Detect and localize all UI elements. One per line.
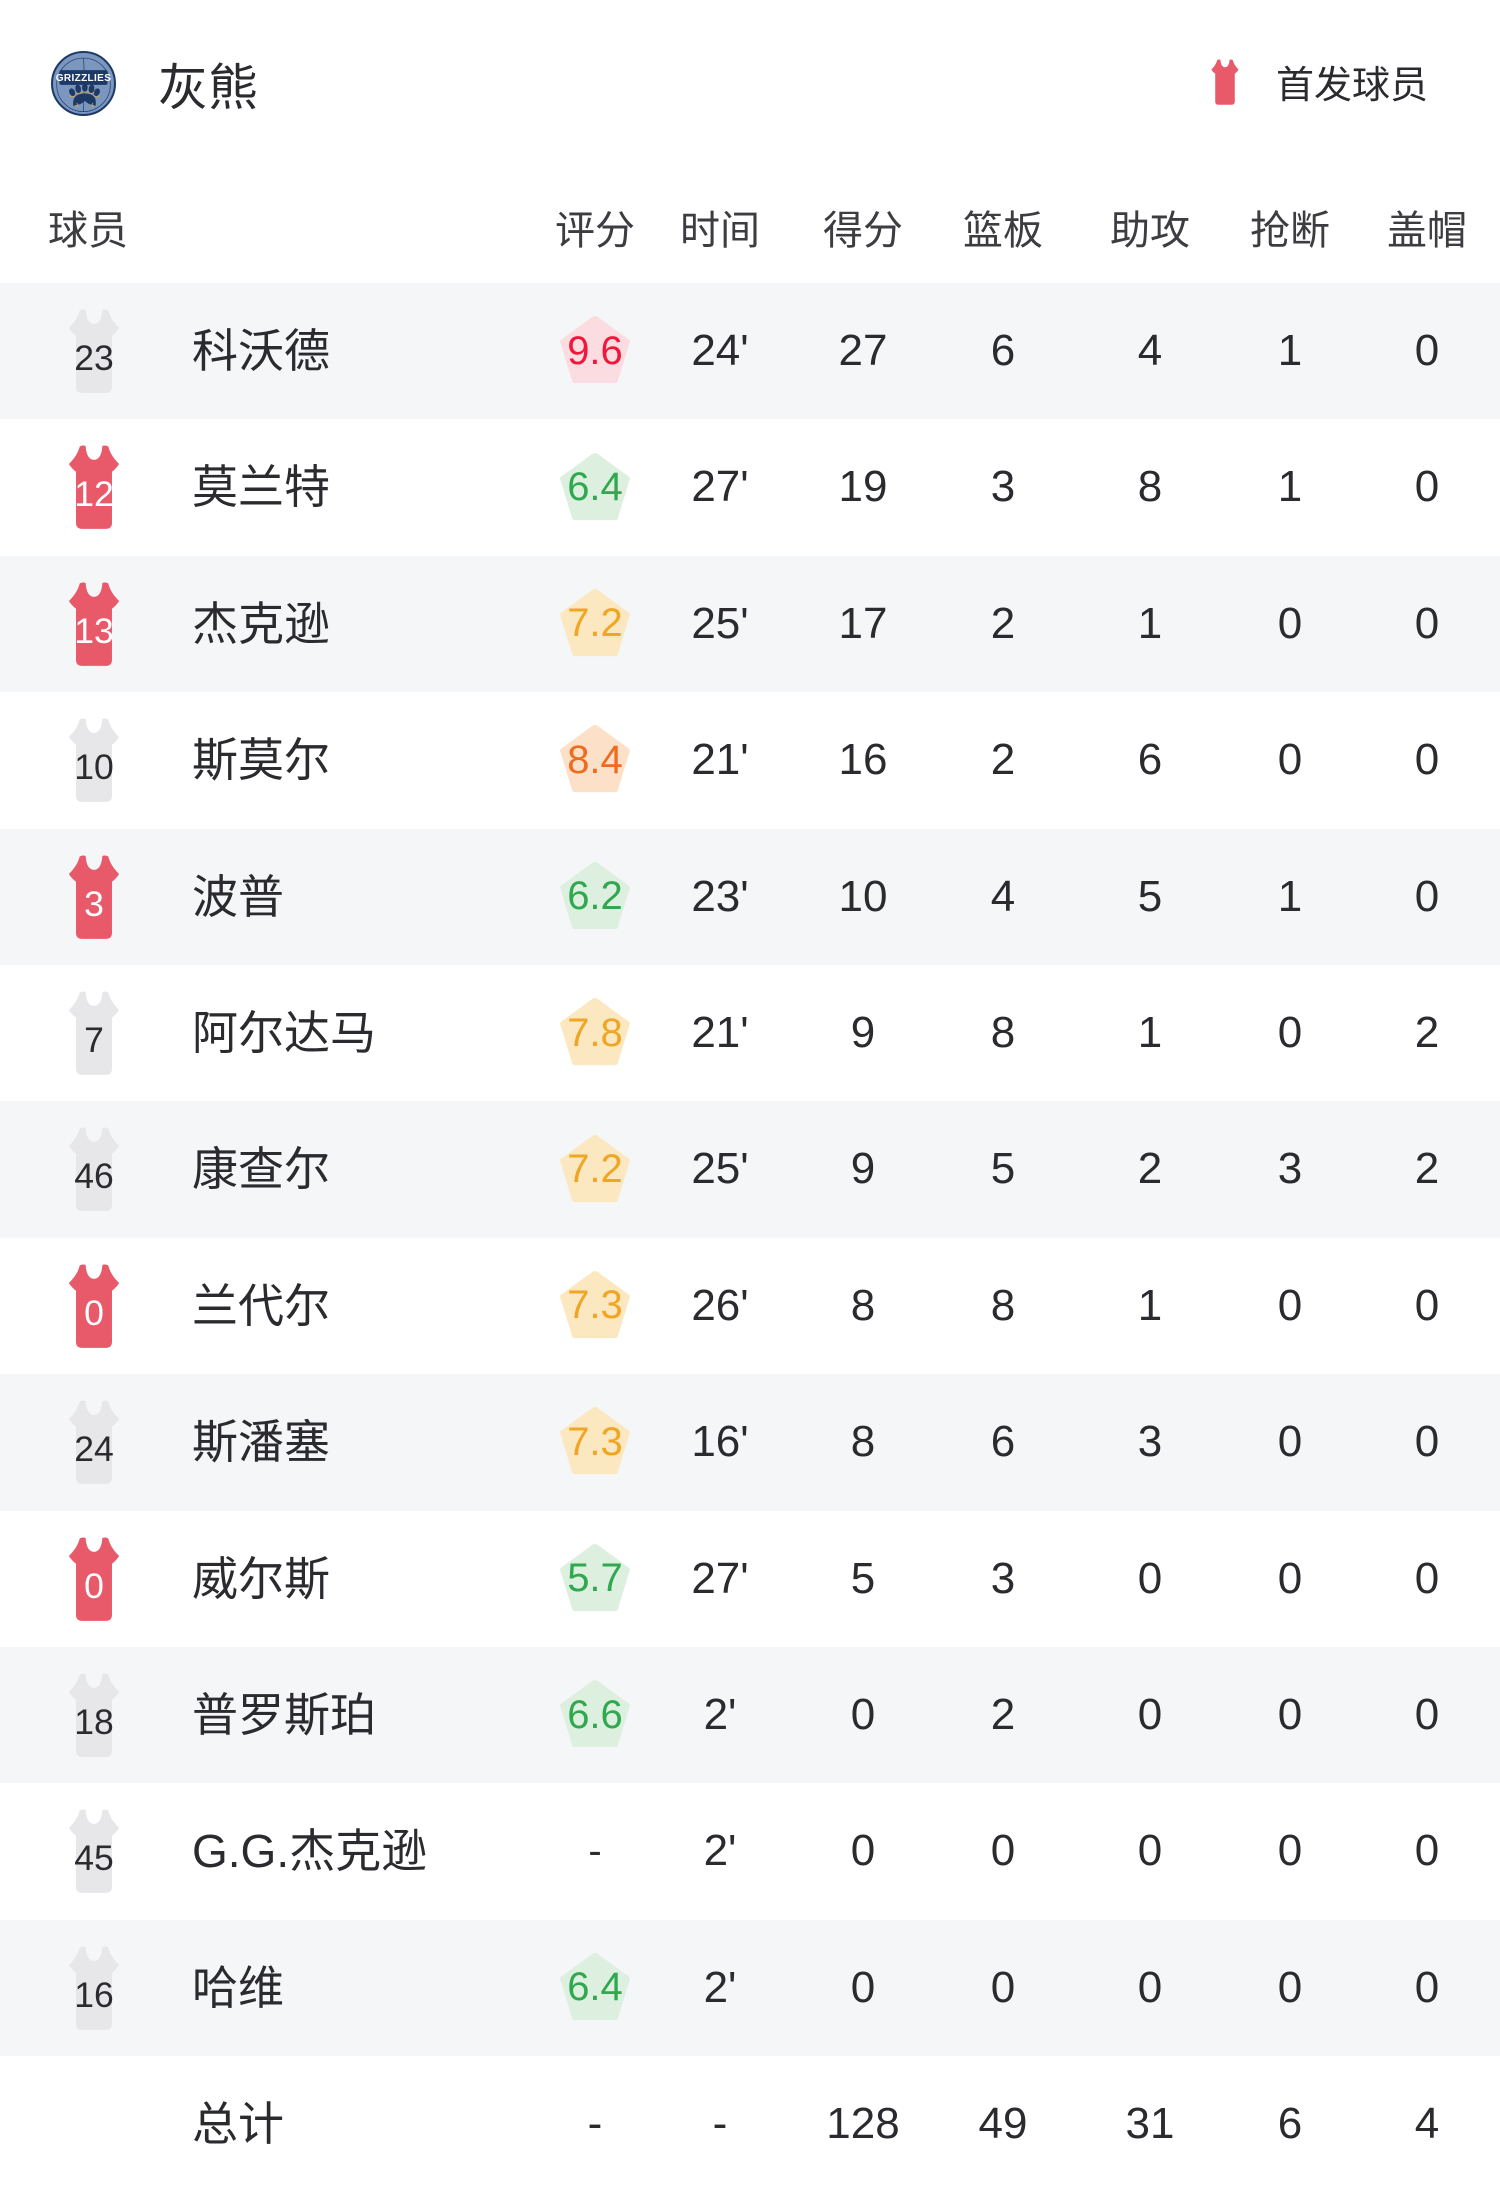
svg-text:3: 3: [84, 883, 104, 923]
svg-text:16: 16: [74, 1975, 114, 2015]
svg-text:7: 7: [84, 1020, 104, 1060]
svg-text:18: 18: [74, 1702, 114, 1742]
svg-text:24: 24: [74, 1429, 114, 1469]
svg-text:46: 46: [74, 1156, 114, 1196]
svg-text:10: 10: [74, 747, 114, 787]
svg-text:0: 0: [84, 1293, 104, 1333]
svg-text:23: 23: [74, 338, 114, 378]
svg-text:0: 0: [84, 1565, 104, 1605]
svg-text:GRIZZLIES: GRIZZLIES: [56, 73, 111, 84]
svg-text:12: 12: [74, 474, 114, 514]
svg-text:13: 13: [74, 611, 114, 651]
svg-text:45: 45: [74, 1838, 114, 1878]
